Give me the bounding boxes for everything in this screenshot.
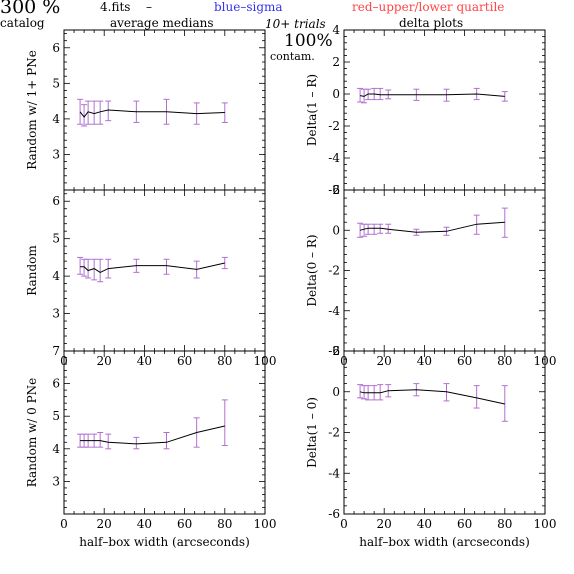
contamination-label: contam.: [270, 50, 315, 63]
y-tick-label: -6: [328, 507, 340, 521]
y-tick-label: 6: [52, 41, 60, 55]
x-tick-label: 0: [340, 517, 348, 531]
chart-panel-1: 3 4 5 6 Random w/ 1+ PNe: [25, 29, 266, 191]
y-tick-label: 5: [52, 76, 60, 90]
x-tick-label: 40: [137, 517, 152, 531]
x-tick-label: 80: [217, 354, 232, 368]
x-tick-label: 20: [377, 517, 392, 531]
y-tick-label: 0: [332, 223, 340, 237]
panel-frame: [343, 189, 546, 352]
y-axis-label: Random w/ 0 PNe: [25, 378, 39, 488]
y-tick-label: 4: [52, 112, 60, 126]
x-tick-label: 100: [254, 517, 277, 531]
y-tick-label: -4: [328, 466, 340, 480]
median-line: [80, 425, 225, 445]
filename-dash: –: [146, 0, 152, 14]
trials-label: 10+ trials: [265, 17, 326, 31]
y-tick-label: -4: [328, 304, 340, 318]
catalog-label: catalog: [0, 16, 45, 30]
y-axis-label: Delta(1 – R): [305, 74, 319, 146]
y-tick-label: 3: [52, 147, 60, 161]
x-tick-label: 60: [177, 354, 192, 368]
median-line: [80, 262, 225, 273]
y-tick-label: 4: [332, 23, 340, 37]
y-tick-label: 0: [332, 87, 340, 101]
y-tick-label: 3: [52, 307, 60, 321]
x-tick-label: 20: [97, 517, 112, 531]
x-axis-label: half–box width (arcseconds): [79, 535, 250, 549]
chart-panel-5: 0 20 40 60 80 100 3 4 5 6 7 Random w/ 0 PNe half–box…: [25, 344, 276, 549]
y-tick-label: 5: [52, 232, 60, 246]
x-tick-label: 80: [217, 517, 232, 531]
y-tick-label: 6: [52, 194, 60, 208]
panel-frame: [343, 350, 546, 515]
y-tick-label: -2: [328, 264, 340, 278]
y-tick-label: 2: [332, 183, 340, 197]
x-tick-label: 40: [417, 354, 432, 368]
red-quartile-legend: red–upper/lower quartile: [352, 0, 505, 14]
x-tick-label: 40: [417, 517, 432, 531]
y-tick-label: 2: [332, 55, 340, 69]
x-tick-label: 20: [97, 354, 112, 368]
median-line: [79, 109, 225, 118]
medians-title: average medians: [110, 16, 214, 30]
y-tick-label: 5: [52, 409, 60, 423]
y-tick-label: -4: [328, 151, 340, 165]
x-tick-label: 60: [457, 517, 472, 531]
x-tick-label: 20: [377, 354, 392, 368]
x-tick-label: 60: [457, 354, 472, 368]
median-line: [360, 93, 505, 97]
y-tick-label: 2: [332, 344, 340, 358]
x-tick-label: 80: [497, 517, 512, 531]
y-tick-label: 4: [52, 442, 60, 456]
x-tick-label: 60: [177, 517, 192, 531]
y-tick-label: -2: [328, 119, 340, 133]
y-tick-label: 6: [52, 377, 60, 391]
filename-label: 4.fits: [100, 0, 131, 14]
y-tick-label: -6: [328, 344, 340, 358]
y-axis-label: Delta(1 – 0): [305, 397, 319, 468]
y-axis-label: Random: [25, 245, 39, 296]
y-tick-label: -6: [328, 183, 340, 197]
blue-sigma-legend: blue–sigma: [214, 0, 283, 14]
median-line: [359, 221, 505, 233]
chart-panel-2: -6 -4 -2 0 2 4 Delta(1 – R): [305, 23, 546, 197]
panel-frame: [343, 29, 546, 191]
x-axis-label: half–box width (arcseconds): [359, 535, 530, 549]
x-tick-label: 80: [497, 354, 512, 368]
y-tick-label: 4: [52, 269, 60, 283]
median-line: [359, 389, 505, 405]
y-tick-label: -2: [328, 426, 340, 440]
chart-panel-6: 0 20 40 60 80 100 -6 -4 -2 0 2 Delta(1 – 0) half–box…: [305, 344, 556, 549]
x-tick-label: 40: [137, 354, 152, 368]
y-axis-label: Delta(0 – R): [305, 234, 319, 306]
y-tick-label: 3: [52, 474, 60, 488]
y-axis-label: Random w/ 1+ PNe: [25, 50, 39, 170]
y-tick-label: 0: [332, 385, 340, 399]
percent-label: 300 %: [0, 0, 61, 18]
y-tick-label: 7: [52, 344, 60, 358]
delta-plots-title: delta plots: [399, 16, 464, 30]
x-tick-label: 0: [60, 517, 68, 531]
x-tick-label: 100: [534, 517, 557, 531]
contamination-percent: 100%: [284, 31, 333, 51]
